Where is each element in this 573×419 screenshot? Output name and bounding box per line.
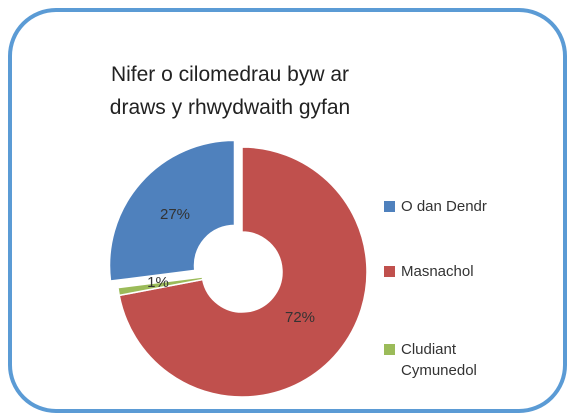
legend-item: Masnachol — [384, 261, 534, 282]
legend-label: O dan Dendr — [401, 198, 487, 215]
legend-swatch — [384, 344, 395, 355]
legend-item: O dan Dendr — [384, 196, 534, 217]
data-label: 1% — [147, 274, 169, 291]
chart-title: Nifer o cilomedrau byw ar draws y rhwydw… — [109, 63, 351, 119]
slice — [117, 276, 204, 297]
data-label: 27% — [160, 206, 190, 223]
legend-swatch — [384, 201, 395, 212]
legend-label: Masnachol — [401, 263, 474, 280]
slice — [118, 146, 368, 398]
legend-item: Cludiant Cymunedol — [384, 339, 534, 381]
slice — [108, 139, 236, 282]
data-label: 72% — [285, 309, 315, 326]
legend-label: Cludiant Cymunedol — [401, 341, 477, 379]
legend-swatch — [384, 266, 395, 277]
